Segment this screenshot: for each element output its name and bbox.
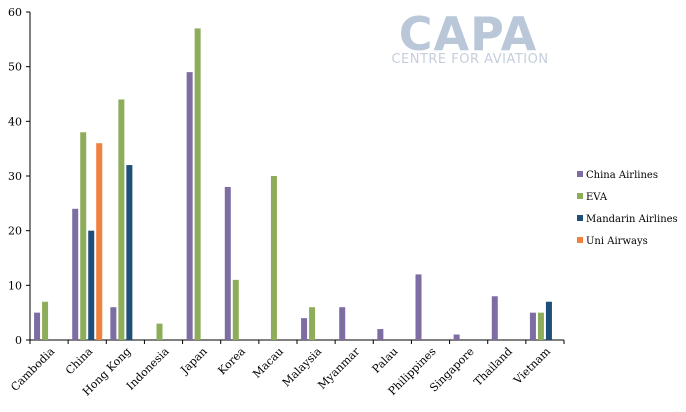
bar-china-airlines-philippines — [415, 274, 422, 340]
y-tick-label: 60 — [8, 6, 22, 19]
y-tick-label: 0 — [15, 334, 22, 347]
x-tick-label: Myanmar — [315, 344, 362, 391]
bar-eva-japan — [194, 28, 201, 341]
bar-mandarin-airlines-china — [88, 230, 95, 340]
bar-eva-cambodia — [42, 301, 49, 340]
bar-china-airlines-cambodia — [34, 312, 41, 340]
bar-eva-malaysia — [309, 307, 316, 340]
bar-eva-vietnam — [537, 312, 544, 340]
legend-label: Mandarin Airlines — [586, 214, 678, 225]
bar-eva-macau — [270, 176, 277, 340]
x-tick-label: Thailand — [471, 345, 515, 389]
bar-eva-hong-kong — [118, 99, 125, 340]
capa-logo: CAPA CENTRE FOR AVIATION — [391, 7, 548, 67]
legend-swatch — [577, 237, 583, 243]
bar-uni-airways-china — [96, 143, 103, 340]
x-tick-label: Palau — [370, 345, 401, 376]
y-tick-label: 20 — [8, 225, 22, 238]
y-tick-label: 50 — [8, 61, 22, 74]
legend-label: Uni Airways — [586, 236, 648, 247]
chart-legend: China Airlines EVA Mandarin Airlines Uni Ai… — [577, 170, 678, 247]
legend-swatch — [577, 193, 583, 199]
legend-label: EVA — [586, 192, 608, 203]
bar-china-airlines-singapore — [453, 334, 460, 340]
legend-swatch — [577, 215, 583, 221]
y-tick-label: 10 — [8, 279, 22, 292]
bar-eva-indonesia — [156, 323, 163, 340]
bar-china-airlines-japan — [186, 72, 193, 340]
x-tick-label: China — [63, 345, 96, 378]
y-tick-label: 30 — [8, 170, 22, 183]
bar-china-airlines-korea — [224, 186, 231, 340]
bar-china-airlines-hong-kong — [110, 307, 117, 340]
bar-eva-china — [80, 132, 87, 340]
legend-label: China Airlines — [586, 170, 658, 181]
x-tick-label: Cambodia — [8, 345, 57, 394]
bar-china-airlines-myanmar — [339, 307, 346, 340]
x-tick-label: Macau — [250, 345, 286, 381]
logo-main-text: CAPA — [399, 7, 537, 61]
bar-china-airlines-palau — [377, 329, 384, 340]
bar-china-airlines-vietnam — [529, 312, 536, 340]
bar-eva-korea — [232, 279, 239, 340]
bar-china-airlines-malaysia — [301, 318, 308, 340]
y-tick-label: 40 — [8, 115, 22, 128]
chart-bars — [34, 28, 552, 341]
logo-sub-text: CENTRE FOR AVIATION — [391, 52, 548, 67]
x-tick-label: Japan — [177, 345, 209, 377]
legend-swatch — [577, 171, 583, 177]
x-tick-label: Korea — [215, 345, 248, 378]
x-tick-label: Vietnam — [510, 345, 553, 388]
bar-mandarin-airlines-hong-kong — [126, 165, 133, 340]
bar-china-airlines-thailand — [491, 296, 498, 340]
bar-china-airlines-china — [72, 208, 79, 340]
bar-mandarin-airlines-vietnam — [545, 301, 552, 340]
